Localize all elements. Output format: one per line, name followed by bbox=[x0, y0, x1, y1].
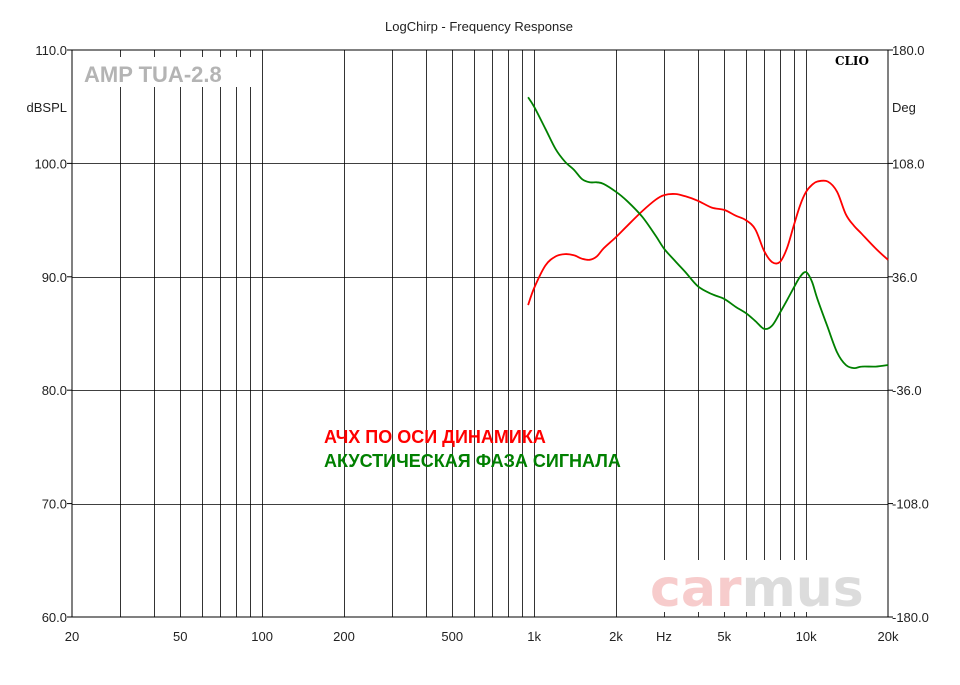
x-tick-label: 2k bbox=[609, 629, 623, 644]
x-tick-label: 100 bbox=[251, 629, 273, 644]
x-tick-label: 200 bbox=[333, 629, 355, 644]
legend: АЧХ ПО ОСИ ДИНАМИКА АКУСТИЧЕСКАЯ ФАЗА СИ… bbox=[324, 427, 621, 471]
y-tick-label: 60.0 bbox=[42, 610, 67, 625]
x-tick-label: 20k bbox=[878, 629, 899, 644]
spl-curve bbox=[527, 179, 889, 306]
y-tick-label: 70.0 bbox=[42, 497, 67, 512]
model-label: AMP TUA-2.8 bbox=[84, 62, 222, 87]
y2-axis-label: Deg bbox=[892, 100, 916, 115]
phase-curve bbox=[527, 96, 889, 370]
x-tick-label: 10k bbox=[796, 629, 817, 644]
x-tick-label: 20 bbox=[65, 629, 79, 644]
watermark-car: car bbox=[650, 559, 742, 619]
watermark: carmus bbox=[648, 559, 870, 619]
y-tick-label: 110.0 bbox=[35, 43, 67, 58]
y-axis-label: dBSPL bbox=[27, 100, 67, 115]
model-label-bg bbox=[80, 57, 258, 87]
x-tick-label: 500 bbox=[441, 629, 463, 644]
x-tick-label: 50 bbox=[173, 629, 187, 644]
clio-logo: CLIO bbox=[835, 54, 869, 68]
legend-phase: АКУСТИЧЕСКАЯ ФАЗА СИГНАЛА bbox=[324, 451, 621, 471]
chart-title: LogChirp - Frequency Response bbox=[385, 19, 573, 34]
axis-ticks: 20 50 100 200 500 1k 2k Hz 5k 10k 20k 110.0 100.0 90.… bbox=[34, 43, 928, 644]
x-tick-label: Hz bbox=[656, 629, 672, 644]
plot-frame bbox=[71, 49, 889, 618]
y-tick-label: 90.0 bbox=[42, 270, 67, 285]
x-tick-label: 1k bbox=[527, 629, 541, 644]
y-tick-label: 100.0 bbox=[34, 156, 67, 171]
legend-spl: АЧХ ПО ОСИ ДИНАМИКА bbox=[324, 427, 546, 447]
y2-tick-label: -180.0 bbox=[892, 610, 929, 625]
y2-tick-label: 180.0 bbox=[892, 43, 925, 58]
series-group bbox=[527, 96, 889, 370]
svg-text:carmus: carmus bbox=[650, 559, 864, 619]
y2-tick-label: 36.0 bbox=[892, 270, 917, 285]
x-tick-label: 5k bbox=[717, 629, 731, 644]
y2-tick-label: 108.0 bbox=[892, 156, 925, 171]
grid-lines bbox=[72, 50, 888, 617]
clio-logo-bg bbox=[828, 52, 872, 69]
watermark-mus: mus bbox=[742, 559, 864, 619]
y2-tick-label: -36.0 bbox=[892, 383, 922, 398]
y2-tick-label: -108.0 bbox=[892, 497, 929, 512]
y-tick-label: 80.0 bbox=[42, 383, 67, 398]
